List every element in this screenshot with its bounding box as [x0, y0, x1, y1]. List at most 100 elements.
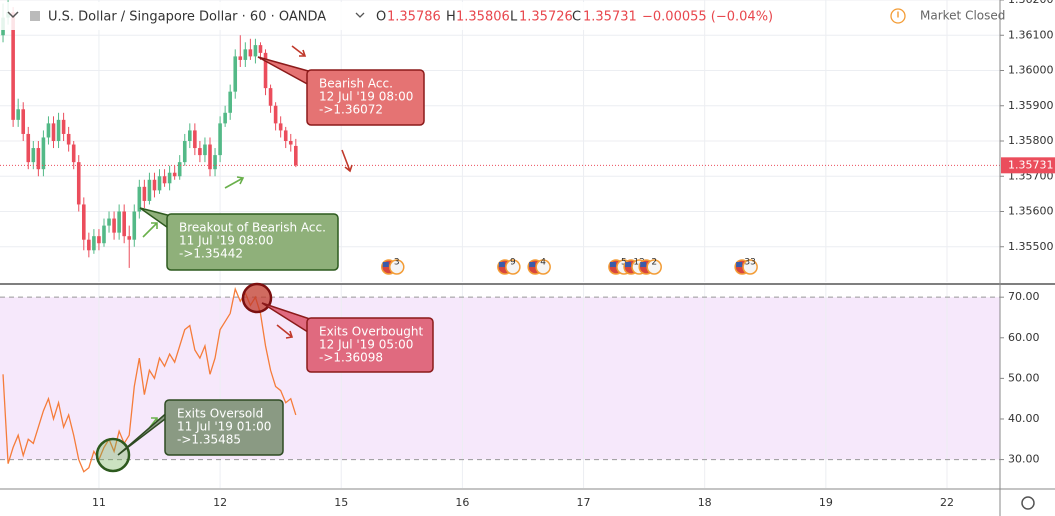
callout-text: 11 Jul '19 08:00 — [179, 234, 273, 248]
symbol: U.S. Dollar / Singapore Dollar · 60 · OA… — [48, 10, 326, 25]
overbought-marker — [241, 282, 273, 314]
x-tick-label: 16 — [455, 496, 469, 509]
candle-body — [288, 141, 293, 145]
status-icon-mark — [897, 11, 899, 18]
candle-body — [31, 148, 36, 163]
candle-body — [21, 109, 26, 134]
callout-text: Exits Overbought — [319, 325, 423, 339]
header-bg — [0, 2, 645, 30]
candle-body — [152, 179, 157, 191]
high-label: H — [446, 10, 456, 25]
x-tick-label: 17 — [577, 496, 591, 509]
candle-body — [167, 172, 172, 184]
y-tick-label: 1.36000 — [1008, 64, 1054, 77]
candle-body — [92, 236, 96, 251]
close-label: C — [572, 10, 581, 25]
event-label: 5 — [621, 258, 627, 268]
candle-body — [177, 162, 182, 177]
candle-body — [142, 186, 147, 201]
status-icon — [890, 8, 906, 24]
x-tick-label: 19 — [819, 496, 833, 509]
event-label: 2 — [651, 258, 657, 268]
event-flag — [640, 262, 647, 267]
arrow — [341, 149, 353, 173]
candle-body — [258, 45, 263, 53]
candle-body — [162, 176, 167, 184]
y-tick-label: 1.35500 — [1008, 240, 1054, 253]
arrow — [291, 45, 307, 57]
candle-body — [102, 225, 106, 244]
candle-body — [223, 112, 227, 124]
hint-arrows — [142, 45, 353, 432]
y-tick-label: 1.35600 — [1008, 205, 1054, 218]
event-icon — [505, 259, 521, 275]
callout-text: Breakout of Bearish Acc. — [179, 221, 326, 235]
marks-layer: 3 9 4 5 12 2 33 — [0, 0, 1000, 473]
candle-body — [157, 176, 162, 191]
event-label: 9 — [510, 258, 516, 268]
candle-body — [263, 52, 268, 89]
callout-box — [306, 317, 434, 373]
candle-body — [248, 49, 253, 57]
candle-body — [107, 218, 111, 226]
candle-body — [238, 56, 243, 60]
oversold-marker — [95, 437, 131, 473]
callout-text: Bearish Acc. — [319, 77, 393, 91]
candle-body — [51, 123, 56, 141]
high-value: 1.35806 — [456, 10, 510, 25]
arrow — [224, 176, 245, 189]
candle-body — [188, 130, 192, 141]
event-label: 12 — [633, 258, 644, 268]
event-label: 3 — [394, 258, 400, 268]
y-tick-label: 60.00 — [1008, 331, 1040, 344]
y-tick-label: 1.35800 — [1008, 134, 1054, 147]
low-value: 1.35726 — [519, 10, 573, 25]
event-flag — [736, 262, 743, 267]
event-label: 33 — [744, 258, 755, 268]
x-tick-label: 11 — [92, 496, 106, 509]
candle-body — [198, 148, 202, 156]
candle-body — [112, 218, 116, 233]
candle-body — [71, 144, 76, 163]
candle-body — [283, 130, 288, 141]
settings-icon[interactable] — [1021, 496, 1035, 510]
close-value: 1.35731 — [583, 10, 637, 25]
annotation-layer: Bearish Acc.12 Jul '19 08:00->1.36072 Bre… — [117, 56, 434, 456]
candle-body — [66, 133, 71, 145]
callout-text: 12 Jul '19 05:00 — [319, 338, 413, 352]
candle-body — [253, 45, 258, 57]
grid-layer — [0, 0, 1000, 488]
callout-box — [166, 213, 339, 271]
candle-body — [87, 239, 91, 251]
y-tick-label: 50.00 — [1008, 371, 1040, 384]
collapse-icon[interactable] — [7, 11, 19, 19]
candle-body — [76, 162, 81, 205]
y-tick-label: 70.00 — [1008, 290, 1040, 303]
candle-body — [56, 119, 61, 141]
last-price-box — [1001, 157, 1055, 174]
callout-text: ->1.35442 — [179, 247, 243, 261]
candle-body — [147, 179, 152, 201]
callout-text: Exits Oversold — [177, 407, 263, 421]
callout-text: ->1.35485 — [177, 433, 241, 447]
candle-body — [11, 12, 15, 120]
x-tick-label: 18 — [698, 496, 712, 509]
low-label: L — [510, 10, 518, 25]
x-tick-label: 12 — [213, 496, 227, 509]
event-flag — [382, 262, 389, 267]
event-icon — [742, 259, 758, 275]
callout-text: ->1.36072 — [319, 103, 383, 117]
candle-body — [26, 133, 31, 163]
last-price-label: 1.35731 — [1008, 158, 1054, 171]
candle-body — [97, 236, 101, 244]
y-tick-label: 30.00 — [1008, 453, 1040, 466]
event-flag — [498, 262, 505, 267]
symbol-menu[interactable] — [355, 12, 365, 18]
candle-body — [137, 186, 142, 212]
candle-body — [172, 172, 177, 177]
candle-body — [182, 141, 187, 163]
candle-body — [127, 236, 132, 240]
y-tick-label: 1.36200 — [1008, 0, 1054, 6]
candle-body — [16, 109, 20, 120]
